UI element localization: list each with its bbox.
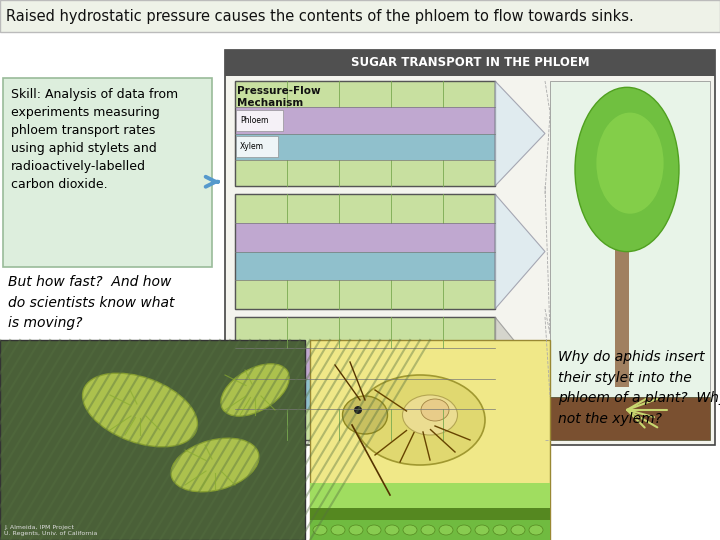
Ellipse shape <box>421 525 435 535</box>
Bar <box>615 213 629 387</box>
FancyBboxPatch shape <box>310 483 550 508</box>
FancyBboxPatch shape <box>235 107 495 133</box>
Ellipse shape <box>313 525 327 535</box>
Text: Pressure-Flow
Mechanism: Pressure-Flow Mechanism <box>237 86 320 107</box>
FancyBboxPatch shape <box>235 348 495 379</box>
Text: J. Almeida, IPM Project
U. Regents, Univ. of California: J. Almeida, IPM Project U. Regents, Univ… <box>4 525 97 536</box>
FancyBboxPatch shape <box>236 137 278 157</box>
Ellipse shape <box>349 525 363 535</box>
FancyBboxPatch shape <box>550 81 710 397</box>
Text: Phloem: Phloem <box>240 116 269 125</box>
FancyBboxPatch shape <box>550 397 710 440</box>
Ellipse shape <box>367 525 381 535</box>
Polygon shape <box>495 317 545 440</box>
Ellipse shape <box>221 364 289 416</box>
Ellipse shape <box>331 525 345 535</box>
FancyBboxPatch shape <box>0 340 305 540</box>
FancyBboxPatch shape <box>235 409 495 440</box>
FancyBboxPatch shape <box>310 508 550 520</box>
FancyBboxPatch shape <box>310 520 550 540</box>
Ellipse shape <box>402 395 457 435</box>
FancyBboxPatch shape <box>310 340 550 540</box>
FancyBboxPatch shape <box>0 0 720 32</box>
Ellipse shape <box>355 375 485 465</box>
FancyBboxPatch shape <box>235 252 495 280</box>
Polygon shape <box>495 81 545 186</box>
Ellipse shape <box>171 438 259 492</box>
Ellipse shape <box>354 406 362 414</box>
Ellipse shape <box>385 525 399 535</box>
FancyBboxPatch shape <box>225 50 715 445</box>
Ellipse shape <box>403 525 417 535</box>
Ellipse shape <box>493 525 507 535</box>
FancyBboxPatch shape <box>225 50 715 76</box>
Text: But how fast?  And how
do scientists know what
is moving?: But how fast? And how do scientists know… <box>8 275 174 330</box>
FancyBboxPatch shape <box>235 280 495 309</box>
FancyBboxPatch shape <box>235 81 495 107</box>
Ellipse shape <box>457 525 471 535</box>
Ellipse shape <box>439 525 453 535</box>
FancyBboxPatch shape <box>235 81 495 186</box>
Ellipse shape <box>596 113 664 214</box>
Text: SUGAR TRANSPORT IN THE PHLOEM: SUGAR TRANSPORT IN THE PHLOEM <box>351 57 589 70</box>
Polygon shape <box>495 194 545 309</box>
FancyBboxPatch shape <box>236 110 283 131</box>
FancyBboxPatch shape <box>235 160 495 186</box>
Text: Why do aphids insert
their stylet into the
phloem of a plant?  Why
not the xylem: Why do aphids insert their stylet into t… <box>558 350 720 426</box>
FancyBboxPatch shape <box>235 222 495 252</box>
Ellipse shape <box>83 373 197 447</box>
FancyBboxPatch shape <box>235 194 495 309</box>
Ellipse shape <box>511 525 525 535</box>
FancyBboxPatch shape <box>235 194 495 222</box>
FancyBboxPatch shape <box>235 133 495 160</box>
Ellipse shape <box>421 399 449 421</box>
Text: Xylem: Xylem <box>240 142 264 151</box>
FancyBboxPatch shape <box>235 317 495 348</box>
FancyBboxPatch shape <box>3 78 212 267</box>
Text: Skill: Analysis of data from
experiments measuring
phloem transport rates
using : Skill: Analysis of data from experiments… <box>11 88 178 191</box>
FancyBboxPatch shape <box>235 379 495 409</box>
Ellipse shape <box>475 525 489 535</box>
Ellipse shape <box>529 525 543 535</box>
Ellipse shape <box>343 396 387 434</box>
Ellipse shape <box>575 87 679 252</box>
Text: Raised hydrostatic pressure causes the contents of the phloem to flow towards si: Raised hydrostatic pressure causes the c… <box>6 9 634 24</box>
FancyBboxPatch shape <box>235 317 495 440</box>
